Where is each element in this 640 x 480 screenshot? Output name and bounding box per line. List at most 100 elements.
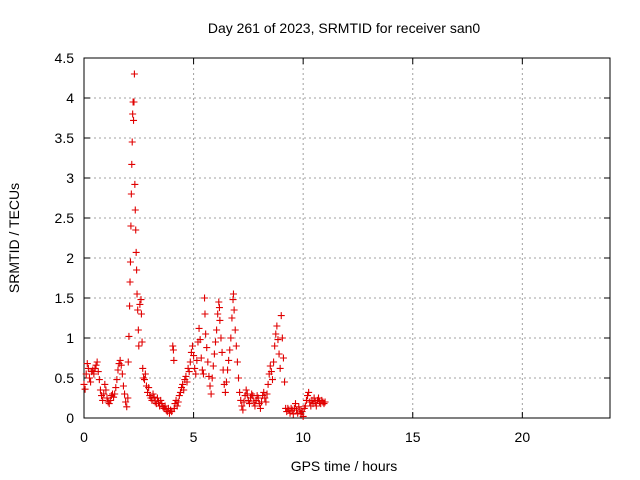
data-point [222,378,230,386]
data-point [276,364,284,372]
data-point [251,402,259,410]
data-point [209,362,217,370]
data-point [203,344,211,352]
data-point [248,390,256,398]
data-point [312,402,320,410]
data-point [206,382,214,390]
data-point [95,376,103,384]
data-point [273,322,281,330]
data-point [231,326,239,334]
data-point [213,326,221,334]
y-tick-label: 2.5 [55,210,75,226]
y-tick-label: 1.5 [55,290,75,306]
data-point [116,356,124,364]
data-point [245,400,253,408]
data-point [125,332,133,340]
data-point [99,396,107,404]
data-point [134,306,142,314]
x-tick-label: 5 [190,429,198,445]
data-point [87,378,95,386]
data-point [215,298,223,306]
data-point [100,390,108,398]
data-point [215,304,223,312]
data-point [138,338,146,346]
data-point [130,116,138,124]
data-point [185,368,193,376]
data-point [221,388,229,396]
data-point [240,398,248,406]
data-point [304,392,312,400]
data-point [299,412,307,420]
data-point [266,362,274,370]
data-point [295,403,303,411]
data-point [94,368,102,376]
chart-grid [84,58,610,418]
data-point [112,384,120,392]
data-point [193,356,201,364]
axis-ticks [83,57,610,419]
data-point [226,346,234,354]
data-point [132,226,140,234]
y-tick-label: 0.5 [55,370,75,386]
data-point [256,404,264,412]
data-point [214,310,222,318]
data-point [139,364,147,372]
y-tick-label: 3 [66,170,74,186]
data-point [199,370,207,378]
data-point [126,302,134,310]
data-point [190,352,198,360]
y-tick-labels: 0 0.5 1 1.5 2 2.5 3 3.5 4 4.5 [55,50,75,426]
y-tick-label: 1 [66,330,74,346]
data-point [117,361,125,369]
data-point [207,390,215,398]
data-point [126,258,134,266]
x-tick-label: 10 [295,429,311,445]
data-point [320,400,328,408]
data-point [84,364,92,372]
data-point [275,350,283,358]
data-point [212,338,219,346]
data-point [263,390,271,398]
data-point [305,388,313,396]
data-point [130,70,138,78]
data-point [198,366,206,374]
data-point [111,390,119,398]
y-axis-label: SRMTID / TECUs [6,183,22,293]
data-point [225,356,233,364]
data-point [134,326,142,334]
data-point [195,324,203,332]
data-point [218,348,226,356]
data-point [127,190,135,198]
data-point [210,350,218,358]
data-point [101,380,109,388]
data-point [228,314,236,322]
data-point [167,406,175,414]
data-point [113,376,121,384]
y-tick-label: 2 [66,250,74,266]
data-point [260,388,268,396]
data-point [238,402,246,410]
data-point [274,336,282,344]
data-point [208,374,216,382]
data-point [278,334,286,342]
data-point [169,346,177,354]
data-point [277,312,285,320]
data-point [93,358,101,366]
data-point [106,396,114,404]
data-point [217,334,225,342]
data-point [173,402,181,410]
data-point [235,374,243,382]
data-point [141,370,149,378]
data-point [149,390,157,398]
data-point [279,354,287,362]
data-point [289,410,297,418]
data-point [270,358,278,366]
data-point [131,180,139,188]
data-point [188,342,196,350]
data-point [124,358,132,366]
data-point [230,306,238,314]
data-point [272,330,280,338]
data-point [229,290,237,298]
data-point [321,398,329,406]
